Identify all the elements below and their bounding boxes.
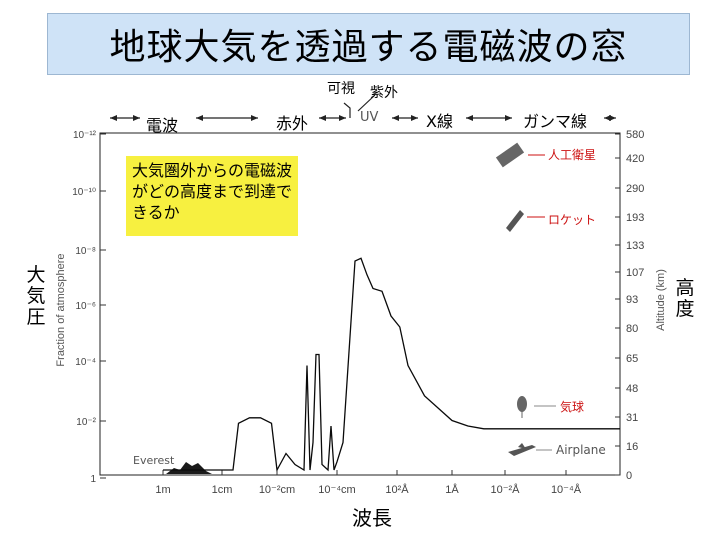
radio-arrow-left-head — [133, 115, 140, 121]
left-tick-label: 1 — [90, 474, 96, 485]
bottom-axis: 1m 1cm 10⁻²cm 10⁻⁴cm 10²Å 1Å 10⁻²Å 10⁻⁴Å — [155, 470, 582, 496]
uv-xray-arrow-head — [411, 115, 418, 121]
left-tick-label: 10⁻⁸ — [75, 246, 96, 257]
bottom-tick-label: 1m — [155, 484, 170, 496]
left-tick-label: 10⁻¹² — [73, 130, 97, 141]
band-uv: UV — [360, 110, 379, 125]
left-tick-label: 10⁻⁴ — [75, 357, 96, 368]
annotation-rocket: ロケット — [548, 213, 597, 227]
xray-gamma-arrow-head — [505, 115, 512, 121]
ylabel-right: Altitude (km) — [655, 269, 667, 331]
right-tick-label: 48 — [626, 383, 638, 395]
left-tick-label: 10⁻⁶ — [75, 301, 96, 312]
annotation-satellite: 人工衛星 — [548, 148, 597, 162]
annotation-balloon: 気球 — [560, 400, 585, 414]
left-tick-label: 10⁻² — [76, 417, 96, 428]
right-tick-label: 65 — [626, 353, 638, 365]
left-axis: 10⁻¹² 10⁻¹⁰ 10⁻⁸ 10⁻⁶ 10⁻⁴ 10⁻² 1 — [72, 130, 106, 485]
left-tick-label: 10⁻¹⁰ — [72, 187, 96, 198]
right-tick-label: 290 — [626, 183, 644, 195]
right-tick-label: 80 — [626, 323, 638, 335]
right-tick-label: 31 — [626, 412, 638, 424]
right-tick-label: 193 — [626, 212, 644, 224]
bottom-tick-label: 10⁻²Å — [490, 483, 520, 496]
bottom-tick-label: 10⁻⁴Å — [551, 483, 582, 496]
everest-mountain — [166, 462, 212, 474]
right-tick-label: 0 — [626, 470, 632, 482]
balloon-icon — [517, 396, 527, 412]
radio-arrow-right-head — [251, 115, 258, 121]
right-vertical-label: 高度 — [675, 277, 695, 320]
band-visible: 可視 — [327, 81, 355, 97]
bottom-tick-label: 1cm — [212, 484, 233, 496]
band-ultraviolet: 紫外 — [370, 85, 398, 101]
airplane-icon — [508, 443, 536, 456]
band-infrared: 赤外 — [276, 114, 309, 133]
radio-arrow-left-tail — [110, 115, 117, 121]
plot-frame — [99, 132, 621, 476]
band-arrows — [110, 94, 616, 121]
band-gamma: ガンマ線 — [523, 112, 588, 131]
note-box: 大気圏外からの電磁波がどの高度まで到達できるか — [126, 156, 298, 236]
band-xray: X線 — [426, 112, 453, 131]
rocket-icon — [506, 210, 524, 232]
infrared-arrow-head — [339, 115, 346, 121]
uv-xray-arrow-tail — [392, 115, 399, 121]
right-tick-label: 580 — [626, 129, 644, 141]
page-title: 地球大気を透過する電磁波の窓 — [109, 27, 628, 68]
annotation-everest: Everest — [133, 454, 175, 467]
xlabel-japanese: 波長 — [352, 506, 392, 530]
infrared-arrow-tail — [319, 115, 326, 121]
title-banner: 地球大気を透過する電磁波の窓 — [47, 13, 690, 75]
visible-bracket — [343, 102, 351, 118]
absorption-curve — [163, 257, 620, 473]
vehicle-icons — [495, 142, 556, 456]
band-radio: 電波 — [146, 116, 179, 135]
right-tick-label: 133 — [626, 240, 644, 252]
right-tick-label: 420 — [626, 153, 644, 165]
bottom-tick-label: 1Å — [445, 483, 459, 496]
satellite-icon — [495, 142, 525, 168]
right-tick-label: 107 — [626, 267, 644, 279]
gamma-arrow-right-tail — [604, 115, 611, 121]
right-tick-label: 93 — [626, 294, 638, 306]
bottom-tick-label: 10⁻⁴cm — [318, 484, 355, 496]
right-tick-label: 16 — [626, 441, 638, 453]
xray-gamma-arrow-tail — [466, 115, 473, 121]
ylabel-left: Fraction of atmosphere — [55, 253, 67, 366]
right-axis: 580 420 290 193 133 107 93 80 65 48 31 16 0 — [615, 129, 644, 482]
radio-arrow-right-tail — [196, 115, 203, 121]
ultraviolet-pointer — [357, 94, 376, 112]
annotation-airplane: Airplane — [556, 443, 606, 457]
bottom-tick-label: 10²Å — [385, 483, 409, 496]
left-vertical-label: 大気圧 — [26, 264, 46, 328]
bottom-tick-label: 10⁻²cm — [259, 484, 295, 496]
